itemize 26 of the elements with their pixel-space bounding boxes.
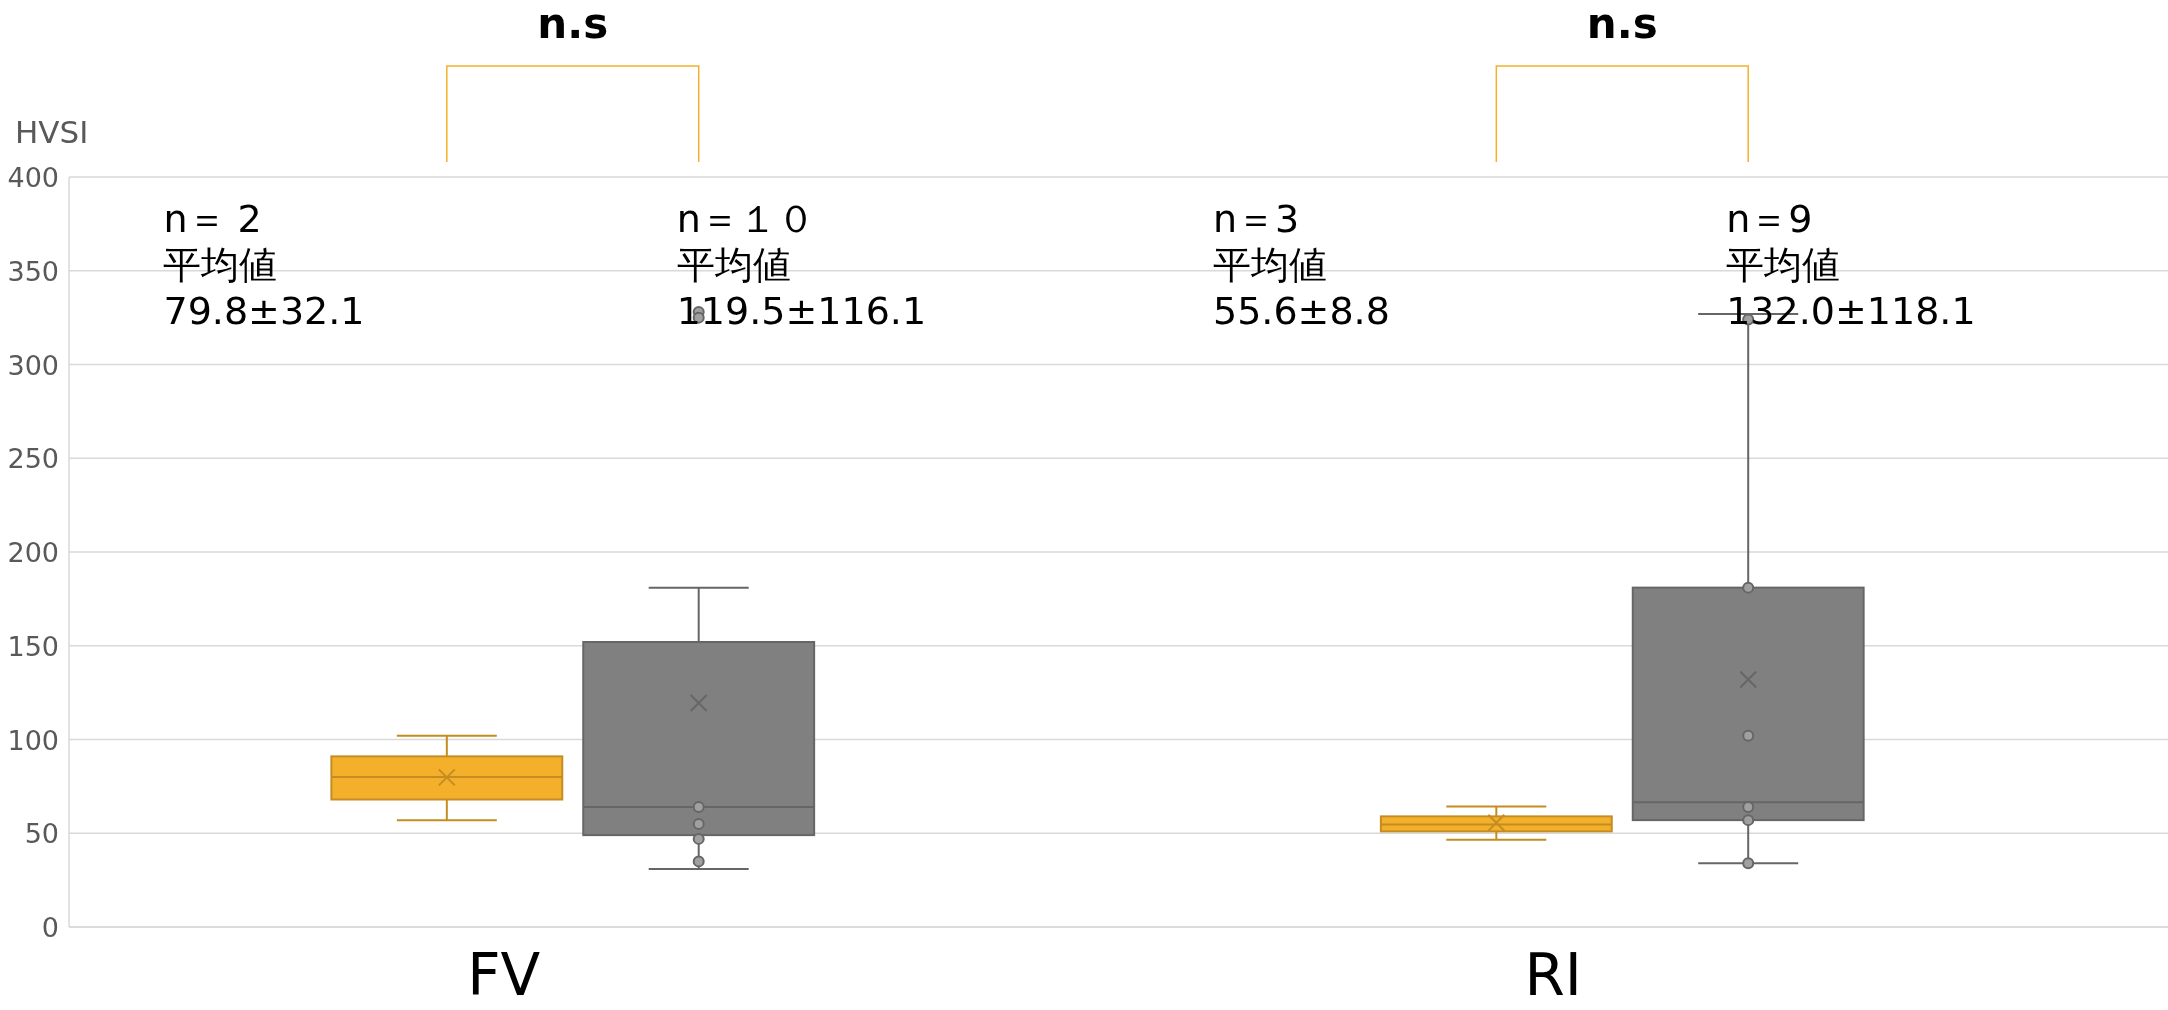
y-tick-label: 250 [7,443,59,475]
annotation: n＝9 [1726,197,1813,241]
annotation: 平均値 [1212,243,1327,287]
annotation: n＝１０ [676,197,815,241]
annotation: 平均値 [163,243,278,287]
y-tick-label: 400 [7,162,59,193]
annotation: 平均値 [1726,243,1841,287]
y-tick-label: 200 [7,537,59,568]
y-tick-label: 0 [41,912,59,943]
annotation: 平均値 [676,243,791,287]
y-tick-label: 150 [7,630,59,662]
annotation: 55.6±8.8 [1212,289,1390,333]
y-axis-title: HVSI [15,114,89,150]
annotation: 119.5±116.1 [676,289,927,333]
x-tick-label: FV [467,941,541,1009]
y-tick-label: 300 [7,349,59,381]
annotation: 132.0±118.1 [1726,289,1976,333]
annotation: n＝3 [1212,197,1300,241]
y-tick-label: 100 [7,724,59,756]
x-tick-label: RI [1524,941,1582,1009]
y-tick-label: 350 [7,255,59,287]
text: n.s [1586,0,1658,48]
text: n.s [537,0,609,48]
annotation: 79.8±32.1 [163,289,365,333]
y-tick-label: 50 [24,818,59,850]
annotation: n＝ 2 [163,197,262,241]
